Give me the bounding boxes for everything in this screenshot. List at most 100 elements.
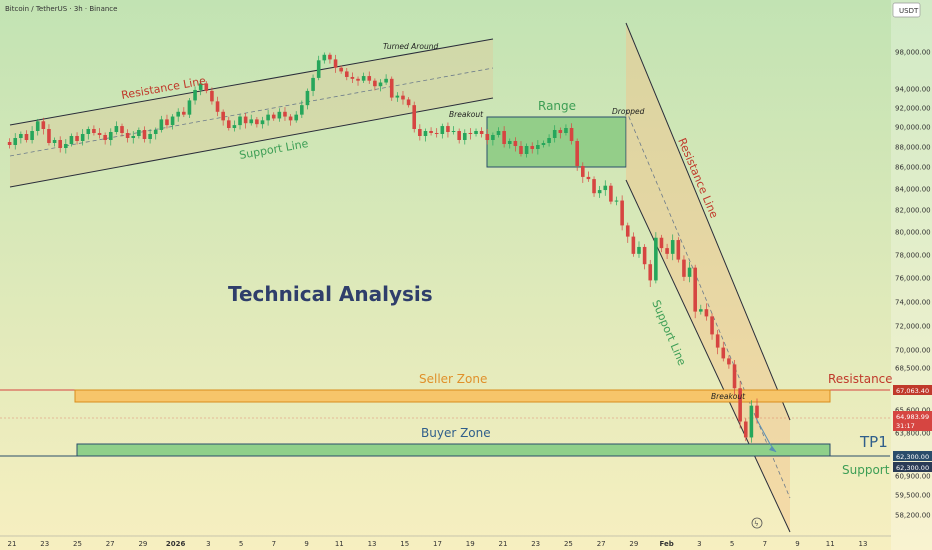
- label-dropped: Dropped: [612, 107, 645, 116]
- x-tick-label: 9: [795, 540, 799, 548]
- candle-body: [35, 121, 40, 131]
- x-tick-label: 13: [859, 540, 868, 548]
- candle-body: [755, 405, 759, 418]
- candle-body: [86, 129, 91, 134]
- descending-channel-fill: [626, 23, 790, 532]
- symbol-title: Bitcoin / TetherUS · 3h · Binance: [5, 5, 117, 13]
- candle-body: [603, 185, 608, 191]
- candle-body: [378, 82, 383, 87]
- candle-body: [418, 129, 422, 136]
- y-tick-label: 65,600.00: [895, 407, 931, 415]
- candle-body: [446, 126, 450, 132]
- candle-body: [103, 135, 107, 140]
- candle-body: [52, 140, 57, 143]
- candle-body: [732, 364, 737, 389]
- candle-body: [333, 59, 338, 68]
- x-tick-label: 21: [8, 540, 17, 548]
- candle-body: [153, 130, 158, 134]
- support-price-text-2: 62,300.00: [896, 464, 929, 472]
- candle-body: [221, 111, 225, 121]
- label-tp1: TP1: [859, 433, 888, 451]
- candle-body: [361, 76, 366, 81]
- x-tick-label: Feb: [659, 540, 673, 548]
- candle-body: [64, 144, 68, 148]
- x-tick-label: 29: [629, 540, 638, 548]
- candle-body: [339, 67, 343, 72]
- lightning-icon[interactable]: [751, 517, 763, 529]
- x-tick-label: 3: [206, 540, 210, 548]
- candle-body: [457, 131, 461, 140]
- label-breakout-1: Breakout: [449, 110, 484, 119]
- y-tick-label: 74,000.00: [895, 299, 931, 307]
- candle-body: [654, 237, 658, 281]
- support-price-tag: [893, 451, 932, 461]
- support-price-text: 62,300.00: [896, 453, 929, 461]
- ascending-midline: [9, 67, 494, 157]
- candle-body: [204, 83, 209, 91]
- candle-body: [524, 146, 529, 154]
- candle-body: [243, 116, 248, 124]
- candle-body: [294, 114, 299, 121]
- countdown-text: 31:17: [896, 422, 915, 430]
- x-tick-label: 5: [239, 540, 243, 548]
- candle-body: [19, 134, 23, 138]
- candle-body: [693, 267, 697, 312]
- seller-zone-box: [74, 389, 831, 403]
- candle-body: [356, 78, 360, 81]
- label-support: Support: [842, 463, 890, 477]
- ascending-channel-fill: [10, 39, 493, 187]
- candle-body: [80, 134, 85, 141]
- candle-body: [271, 114, 276, 119]
- candle-body: [586, 176, 591, 180]
- candle-body: [648, 264, 653, 281]
- candle-body: [125, 133, 130, 138]
- y-tick-label: 58,200.00: [895, 512, 931, 520]
- x-tick-label: 11: [826, 540, 835, 548]
- candle-body: [24, 134, 29, 140]
- candle-body: [58, 140, 62, 148]
- candle-body: [120, 126, 124, 133]
- x-tick-label: 27: [106, 540, 115, 548]
- x-axis-ticks: 21 23 25 27 29 2026 3 5 7 9 11 13 15 17 19 21 23 25 27 29 Fe…: [8, 540, 868, 548]
- candle-body: [97, 133, 102, 135]
- candle-body: [423, 131, 428, 136]
- candle-body: [687, 267, 692, 277]
- label-breakout-2: Breakout: [711, 392, 746, 401]
- x-tick-label: 7: [272, 540, 276, 548]
- candle-body: [328, 54, 332, 60]
- current-price-text: 64,983.99: [896, 413, 929, 421]
- y-tick-label: 92,000.00: [895, 105, 931, 113]
- candle-body: [580, 166, 585, 177]
- y-tick-label: 63,800.00: [895, 430, 931, 438]
- candle-body: [575, 141, 579, 166]
- x-tick-label: 29: [138, 540, 147, 548]
- candle-body: [401, 95, 405, 100]
- candle-body: [316, 60, 321, 78]
- x-tick-label: 17: [433, 540, 442, 548]
- x-tick-label: 21: [499, 540, 508, 548]
- range-box: [486, 116, 627, 168]
- candle-body: [620, 200, 624, 226]
- candle-body: [552, 130, 557, 138]
- candle-body: [322, 54, 327, 61]
- candle-body: [710, 316, 714, 335]
- candle-body: [344, 71, 349, 77]
- candle-body: [468, 133, 473, 134]
- x-tick-label: 23: [40, 540, 49, 548]
- y-tick-label: 84,000.00: [895, 186, 931, 194]
- candle-body: [665, 248, 669, 254]
- descending-midline: [625, 109, 791, 499]
- candle-body: [114, 126, 119, 132]
- label-resistance: Resistance: [828, 372, 893, 386]
- x-tick-label: 25: [73, 540, 82, 548]
- projection-arrow-head: [769, 446, 776, 452]
- candle-body: [283, 111, 287, 117]
- candle-body: [187, 100, 192, 115]
- candle-body: [13, 138, 18, 145]
- candle-body: [159, 119, 164, 130]
- label-range: Range: [538, 99, 576, 113]
- candle-body: [721, 347, 726, 359]
- candle-body: [676, 240, 681, 260]
- x-tick-label: 27: [597, 540, 606, 548]
- currency-button[interactable]: [892, 2, 921, 18]
